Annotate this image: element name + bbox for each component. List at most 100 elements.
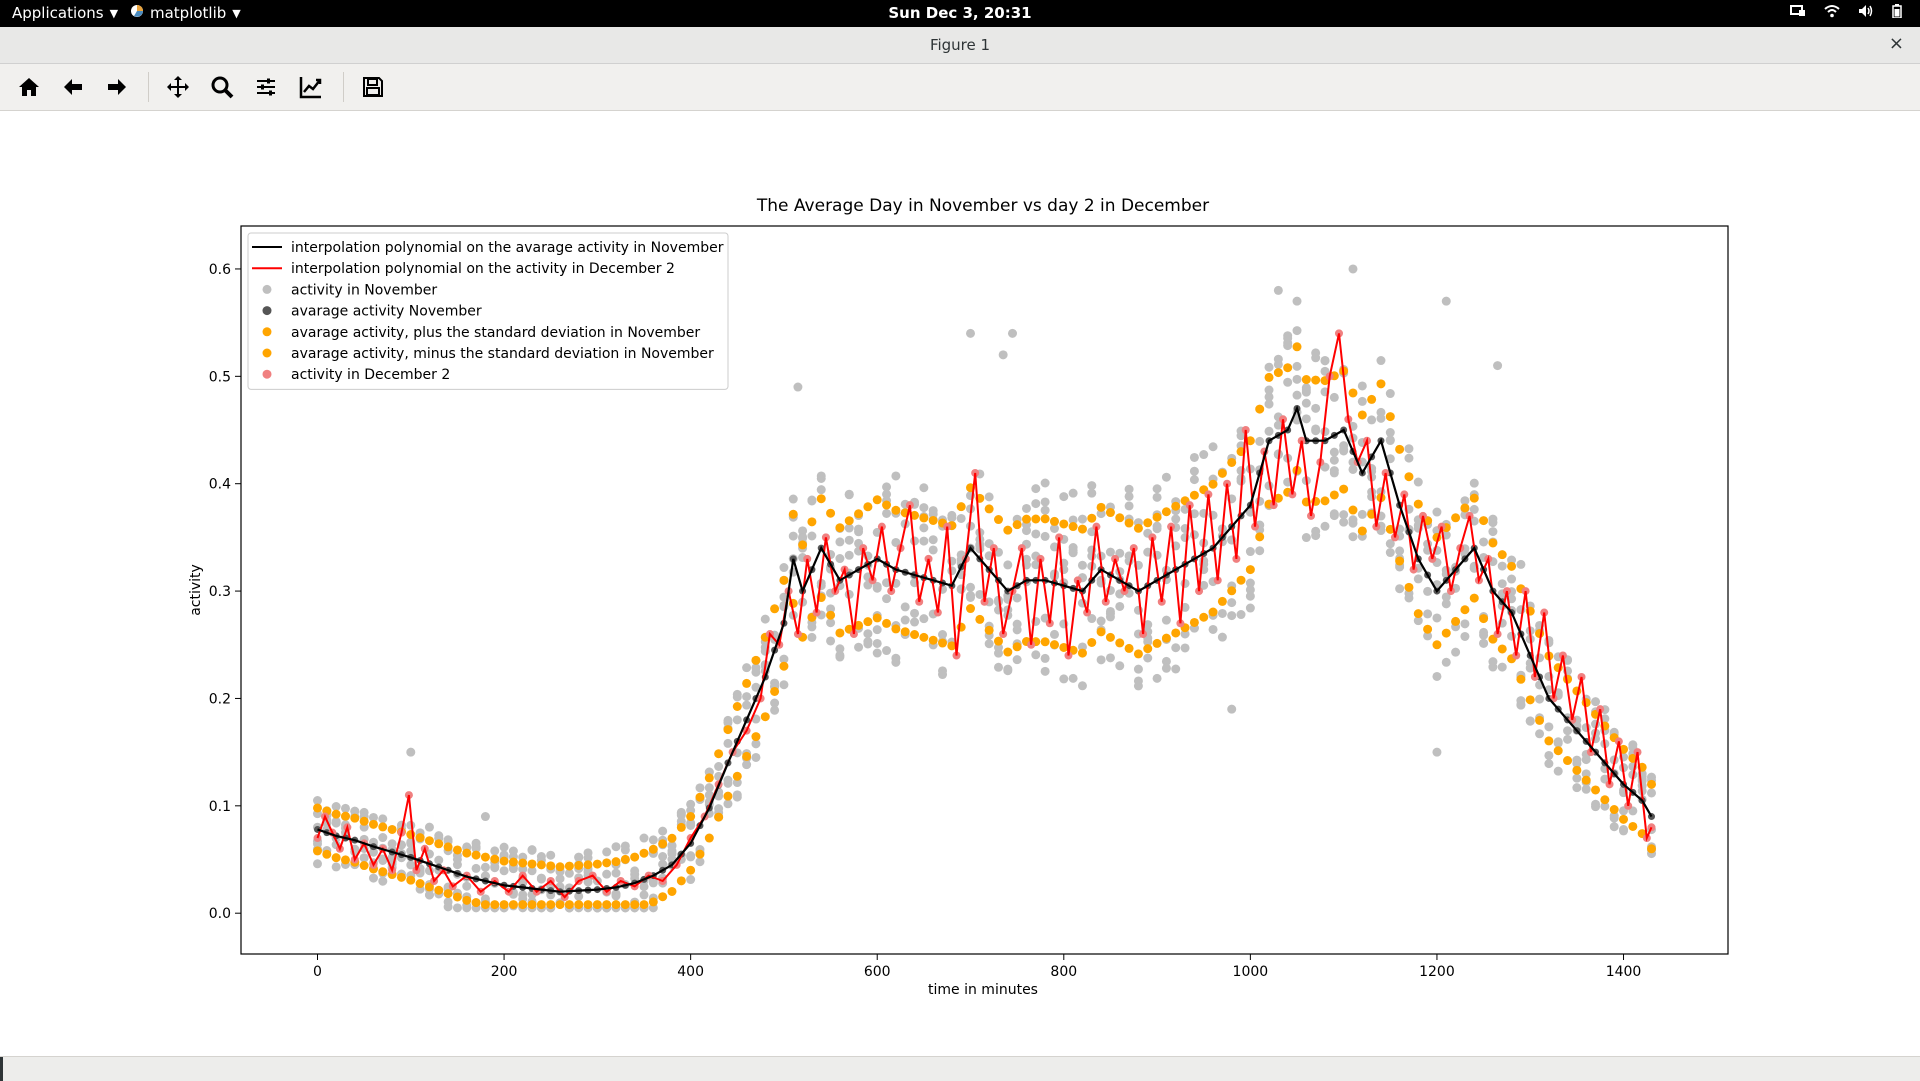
november-activity-point — [424, 890, 434, 900]
november-activity-point — [378, 814, 388, 824]
november-activity-point — [1507, 574, 1517, 584]
november-activity-point — [574, 891, 584, 901]
november-activity-point — [1031, 650, 1041, 660]
november-activity-point — [1180, 578, 1190, 588]
std-plus-point — [1292, 342, 1302, 352]
battery-icon[interactable] — [1892, 4, 1902, 22]
close-icon[interactable]: × — [1888, 33, 1904, 54]
november-activity-point — [1059, 492, 1069, 502]
std-minus-point — [1563, 756, 1573, 766]
november-activity-point — [331, 862, 341, 872]
std-minus-point — [312, 846, 322, 856]
window-titlebar[interactable]: Figure 1 × — [0, 27, 1920, 64]
november-activity-point — [1255, 436, 1265, 446]
november-activity-point — [793, 382, 803, 392]
std-minus-point — [1404, 582, 1414, 592]
axes-frame — [240, 225, 1729, 955]
november-activity-point — [1068, 515, 1078, 525]
std-minus-point — [1600, 795, 1610, 805]
november-activity-point — [312, 796, 322, 806]
chart: The Average Day in November vs day 2 in … — [188, 196, 1729, 998]
november-activity-point — [490, 862, 500, 872]
x-tick-label: 1400 — [1606, 964, 1642, 980]
forward-button[interactable] — [103, 74, 131, 100]
november-activity-point — [368, 873, 378, 883]
std-plus-point — [1217, 468, 1227, 478]
std-plus-point — [415, 833, 425, 843]
std-minus-point — [1479, 614, 1489, 624]
std-minus-point — [1152, 638, 1162, 648]
november-activity-point — [1040, 478, 1050, 488]
std-plus-point — [1124, 518, 1134, 528]
november-activity-point — [1581, 784, 1591, 794]
resize-grip[interactable] — [0, 1057, 3, 1081]
std-minus-point — [546, 900, 556, 910]
std-plus-point — [1087, 513, 1097, 523]
november-activity-point — [583, 877, 593, 887]
november-activity-point — [1432, 747, 1442, 757]
std-minus-point — [1199, 612, 1209, 622]
november-activity-point — [1329, 455, 1339, 465]
november-activity-point — [1600, 801, 1610, 811]
november-activity-point — [1143, 620, 1153, 630]
november-activity-point — [1180, 643, 1190, 653]
november-activity-point — [742, 760, 752, 770]
applications-menu[interactable]: Applications ▼ — [12, 4, 118, 22]
pan-button[interactable] — [164, 74, 192, 100]
zoom-button[interactable] — [208, 74, 236, 100]
std-minus-point — [919, 632, 929, 642]
november-activity-point — [331, 818, 341, 828]
std-plus-point — [658, 839, 668, 849]
clock[interactable]: Sun Dec 3, 20:31 — [0, 4, 1920, 22]
y-tick-label: 0.0 — [209, 906, 231, 922]
november-polynomial-line — [317, 405, 1653, 893]
november-activity-point — [1199, 450, 1209, 460]
std-minus-point — [947, 641, 957, 651]
november-activity-point — [1031, 560, 1041, 570]
std-minus-point — [1395, 556, 1405, 566]
november-activity-point — [480, 862, 490, 872]
volume-icon[interactable] — [1858, 4, 1874, 22]
november-activity-point — [966, 328, 976, 338]
std-minus-point — [415, 879, 425, 889]
november-activity-point — [1021, 503, 1031, 513]
november-activity-point — [611, 868, 621, 878]
std-plus-point — [704, 773, 714, 783]
caret-down-icon: ▼ — [232, 6, 241, 20]
std-minus-point — [1451, 616, 1461, 626]
display-icon[interactable] — [1790, 4, 1806, 22]
november-activity-point — [910, 617, 920, 627]
std-plus-point — [1273, 368, 1283, 378]
edit-axis-button[interactable] — [297, 74, 325, 100]
app-menu[interactable]: matplotlib ▼ — [130, 4, 241, 22]
back-button[interactable] — [59, 74, 87, 100]
november-activity-point — [742, 700, 752, 710]
std-minus-point — [536, 900, 546, 910]
november-activity-point — [1217, 632, 1227, 642]
system-tray[interactable] — [1790, 4, 1902, 22]
std-minus-point — [1553, 746, 1563, 756]
wifi-icon[interactable] — [1824, 4, 1840, 22]
std-plus-point — [1581, 698, 1591, 708]
std-plus-point — [1404, 472, 1414, 482]
november-activity-point — [546, 850, 556, 860]
y-tick-label: 0.3 — [209, 584, 231, 600]
std-minus-point — [1245, 565, 1255, 575]
home-button[interactable] — [15, 74, 43, 100]
november-activity-point — [1432, 507, 1442, 517]
november-activity-point — [1320, 521, 1330, 531]
std-minus-point — [910, 630, 920, 640]
november-activity-point — [1544, 759, 1554, 769]
configure-subplots-button[interactable] — [252, 74, 280, 100]
std-minus-point — [1255, 532, 1265, 542]
november-activity-point — [1264, 362, 1274, 372]
std-plus-point — [1451, 513, 1461, 523]
november-activity-point — [1357, 396, 1367, 406]
november-activity-point — [1049, 542, 1059, 552]
november-activity-point — [1451, 647, 1461, 657]
std-plus-point — [1395, 444, 1405, 454]
std-minus-point — [751, 732, 761, 742]
save-button[interactable] — [359, 74, 387, 100]
std-plus-point — [639, 848, 649, 858]
november-activity-point — [620, 845, 630, 855]
